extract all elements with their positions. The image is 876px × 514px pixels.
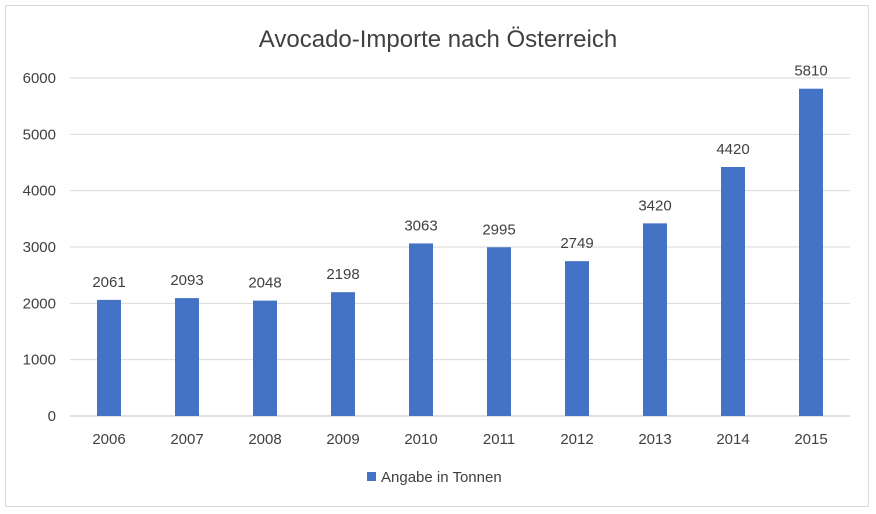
legend-label: Angabe in Tonnen — [381, 469, 502, 486]
chart-title: Avocado-Importe nach Österreich — [259, 26, 617, 53]
legend-swatch — [367, 472, 376, 481]
y-tick-label: 3000 — [23, 239, 56, 256]
y-tick-label: 6000 — [23, 70, 56, 87]
x-tick-label: 2006 — [92, 431, 125, 448]
bar — [487, 247, 511, 416]
data-label: 5810 — [794, 63, 827, 80]
data-label: 4420 — [716, 141, 749, 158]
bar — [175, 298, 199, 416]
data-label: 2749 — [560, 235, 593, 252]
x-tick-label: 2007 — [170, 431, 203, 448]
x-axis: 2006 2007 2008 2009 2010 2011 2012 2013 2014 2015 — [92, 431, 827, 448]
x-tick-label: 2015 — [794, 431, 827, 448]
x-tick-label: 2010 — [404, 431, 437, 448]
bars — [97, 88, 823, 416]
x-tick-label: 2009 — [326, 431, 359, 448]
legend: Angabe in Tonnen — [367, 469, 502, 486]
x-tick-label: 2014 — [716, 431, 749, 448]
x-tick-label: 2013 — [638, 431, 671, 448]
y-tick-label: 5000 — [23, 126, 56, 143]
y-tick-label: 4000 — [23, 183, 56, 200]
data-label: 3063 — [404, 217, 437, 234]
data-label: 2093 — [170, 272, 203, 289]
data-labels: 2061 2093 2048 2198 3063 2995 2749 3420 4420 5810 — [92, 63, 827, 292]
data-label: 2198 — [326, 266, 359, 283]
y-tick-label: 0 — [48, 408, 56, 425]
bar — [97, 299, 121, 416]
bar — [253, 300, 277, 416]
y-tick-label: 1000 — [23, 352, 56, 369]
y-tick-label: 2000 — [23, 295, 56, 312]
x-tick-label: 2008 — [248, 431, 281, 448]
x-tick-label: 2011 — [483, 431, 515, 448]
bar — [643, 223, 667, 416]
gridlines — [70, 77, 850, 417]
data-label: 2995 — [482, 221, 515, 238]
data-label: 2048 — [248, 275, 281, 292]
bar — [721, 167, 745, 416]
bar — [331, 292, 355, 416]
x-tick-label: 2012 — [560, 431, 593, 448]
y-axis: 0 1000 2000 3000 4000 5000 6000 — [23, 70, 56, 425]
bar — [799, 88, 823, 416]
data-label: 3420 — [638, 197, 671, 214]
data-label: 2061 — [92, 274, 125, 291]
bar — [409, 243, 433, 416]
bar — [565, 261, 589, 416]
